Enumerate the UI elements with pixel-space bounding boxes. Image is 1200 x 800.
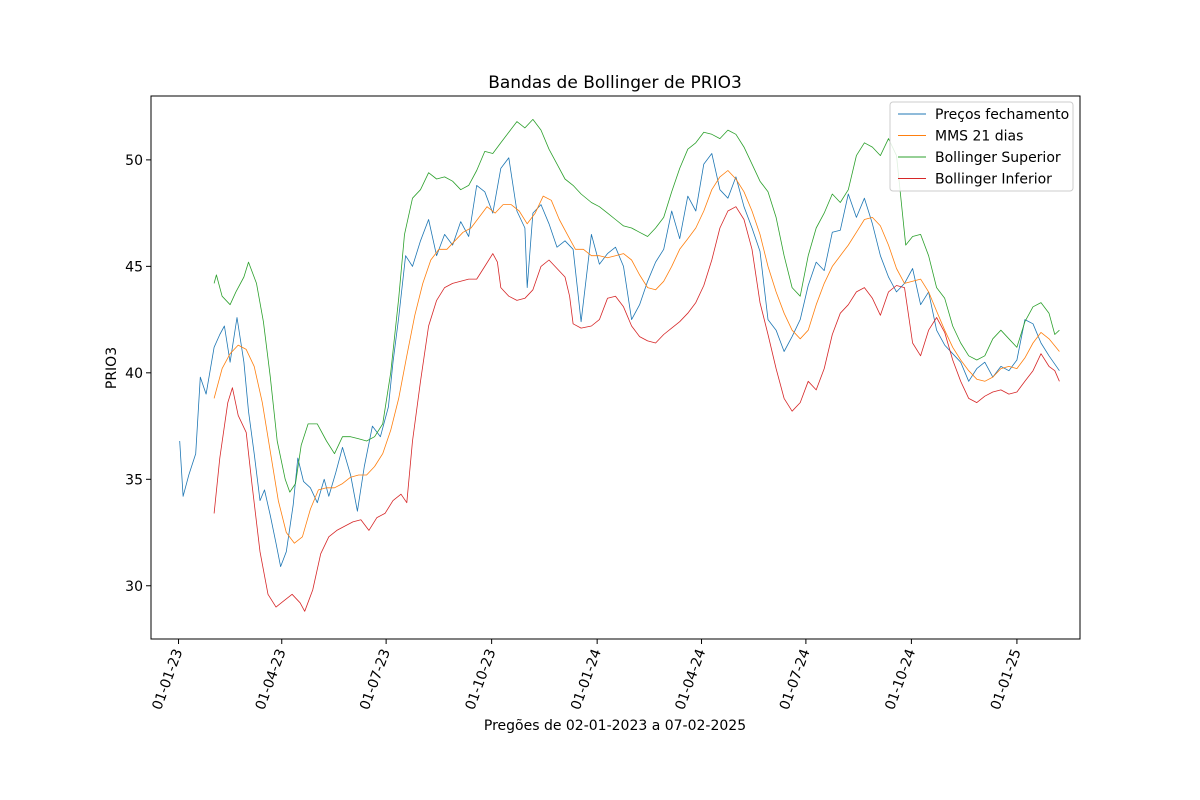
series-line-0 [179,153,1060,567]
plot-area [179,119,1060,612]
legend-label-2: Bollinger Superior [935,150,1061,166]
x-axis-label: Pregões de 02-01-2023 a 07-02-2025 [484,718,746,734]
y-tick-label: 50 [125,153,143,169]
y-tick-label: 40 [125,366,143,382]
y-tick-label: 30 [125,579,143,595]
chart-title: Bandas de Bollinger de PRIO3 [488,73,742,93]
series-line-2 [213,119,1060,493]
legend-label-3: Bollinger Inferior [935,172,1052,188]
y-axis-ticks: 30 35 40 45 50 [125,153,151,595]
legend: Preços fechamento MMS 21 dias Bollinger Su… [889,101,1074,192]
legend-label-0: Preços fechamento [935,107,1069,123]
y-tick-label: 35 [125,472,143,488]
legend-box [889,101,1074,192]
series-lines [179,119,1060,612]
plot-frame [150,95,1081,640]
series-line-1 [213,170,1060,544]
series-line-3 [213,206,1060,612]
legend-label-1: MMS 21 dias [935,129,1023,145]
y-tick-label: 45 [125,259,143,275]
y-axis-label: PRIO3 [104,347,120,389]
